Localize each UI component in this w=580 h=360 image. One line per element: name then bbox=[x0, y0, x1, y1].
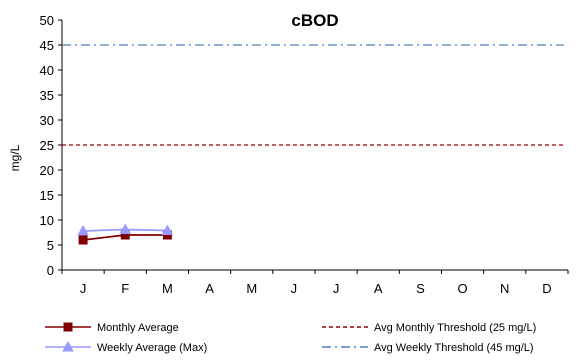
x-tick-label: M bbox=[162, 281, 173, 296]
x-tick-label: F bbox=[121, 281, 129, 296]
y-tick-label: 50 bbox=[40, 13, 54, 28]
x-tick-label: J bbox=[333, 281, 340, 296]
data-point bbox=[77, 224, 89, 236]
x-tick-label: M bbox=[246, 281, 257, 296]
chart-title: cBOD bbox=[291, 11, 338, 30]
y-tick-label: 40 bbox=[40, 63, 54, 78]
legend: Monthly Average Weekly Average (Max) Avg M… bbox=[45, 322, 536, 354]
legend-marker-1 bbox=[62, 340, 74, 352]
y-tick-label: 20 bbox=[40, 163, 54, 178]
y-axis-label: mg/L bbox=[8, 144, 22, 171]
y-tick-label: 35 bbox=[40, 88, 54, 103]
x-tick-label: J bbox=[291, 281, 298, 296]
y-tick-label: 25 bbox=[40, 138, 54, 153]
data-point bbox=[119, 223, 132, 234]
x-tick-label: S bbox=[416, 281, 425, 296]
data-point bbox=[78, 235, 88, 245]
x-tick-label: A bbox=[205, 281, 214, 296]
y-tick-label: 10 bbox=[40, 213, 54, 228]
legend-label: Monthly Average bbox=[97, 322, 179, 334]
y-tick-label: 45 bbox=[40, 38, 54, 53]
y-tick-label: 0 bbox=[47, 263, 54, 278]
x-tick-label: N bbox=[500, 281, 509, 296]
x-tick-label: O bbox=[458, 281, 468, 296]
legend-label: Weekly Average (Max) bbox=[97, 342, 207, 354]
x-tick-label: A bbox=[374, 281, 383, 296]
y-tick-label: 30 bbox=[40, 113, 54, 128]
y-tick-label: 15 bbox=[40, 188, 54, 203]
legend-label: Avg Monthly Threshold (25 mg/L) bbox=[374, 322, 536, 334]
x-tick-label: J bbox=[80, 281, 87, 296]
data-point bbox=[161, 224, 174, 235]
plot-area: 0 5 10 15 20 25 30 35 40 45 50 J F M A M J J A S O N D bbox=[40, 13, 569, 296]
legend-label: Avg Weekly Threshold (45 mg/L) bbox=[374, 342, 534, 354]
y-tick-label: 5 bbox=[47, 238, 54, 253]
legend-marker-0 bbox=[63, 322, 73, 332]
x-tick-label: D bbox=[542, 281, 551, 296]
